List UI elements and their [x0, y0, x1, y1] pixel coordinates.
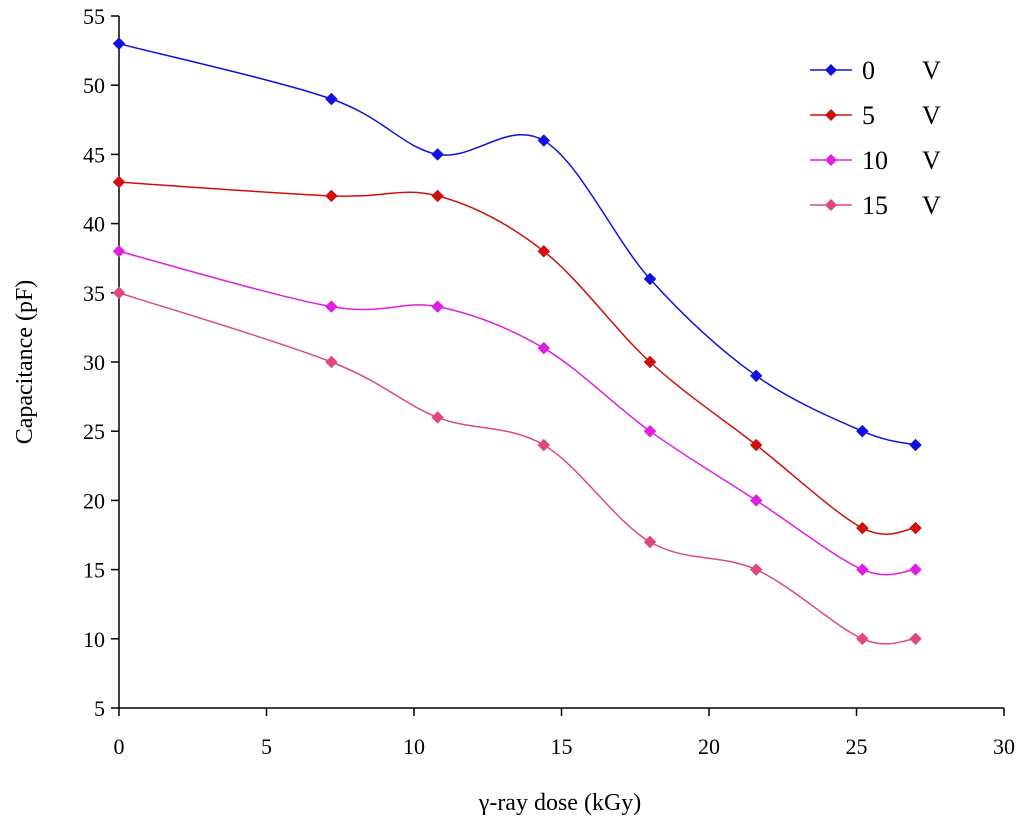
data-point [749, 563, 763, 576]
y-tick-label: 55 [83, 4, 105, 29]
y-tick-label: 40 [83, 212, 105, 237]
y-tick-label: 45 [83, 142, 105, 167]
x-tick-label: 5 [261, 734, 272, 759]
series-line [118, 250, 916, 576]
data-point [325, 92, 338, 106]
legend-marker [825, 199, 837, 211]
data-point [537, 341, 551, 355]
data-point [909, 632, 922, 646]
data-point [643, 355, 657, 369]
y-tick-label: 30 [83, 350, 105, 375]
legend-unit: V [922, 146, 941, 175]
data-point [537, 134, 551, 147]
data-point [112, 175, 126, 189]
legend-label: 10 [862, 146, 888, 175]
data-point [431, 411, 444, 424]
y-tick-label: 20 [83, 488, 105, 513]
legend-label: 5 [862, 101, 875, 130]
data-point [537, 244, 551, 258]
data-point [643, 424, 657, 438]
x-axis-title: γ-ray dose (kGy) [478, 790, 642, 816]
y-ticks: 5 10 15 20 25 30 35 40 45 50 55 [83, 4, 119, 721]
data-point [537, 438, 551, 452]
data-point [749, 438, 763, 452]
legend: 0 V5 V10 V15 V [810, 56, 941, 220]
data-point [856, 563, 869, 576]
x-ticks: 0 5 10 15 20 25 30 [114, 708, 1015, 759]
legend-item: 10 V [810, 146, 941, 175]
data-point [643, 272, 657, 286]
series-0-v [112, 37, 922, 452]
data-point [112, 37, 126, 51]
legend-label: 0 [862, 56, 875, 85]
y-tick-label: 35 [83, 281, 105, 306]
data-point [749, 494, 763, 507]
series-line [118, 181, 916, 535]
y-tick-label: 25 [83, 419, 105, 444]
data-point [909, 521, 922, 535]
legend-unit: V [922, 56, 941, 85]
data-point [325, 355, 338, 369]
data-point [909, 563, 922, 576]
y-tick-label: 50 [83, 73, 105, 98]
data-point [325, 300, 338, 313]
y-tick-label: 15 [83, 558, 105, 583]
data-point [325, 189, 338, 203]
data-point [749, 369, 763, 383]
data-point [909, 438, 922, 452]
y-axis-title: Capacitance (pF) [12, 280, 38, 445]
y-tick-label: 5 [94, 696, 105, 721]
legend-label: 15 [862, 191, 888, 220]
x-tick-label: 20 [698, 734, 720, 759]
data-point [112, 244, 126, 258]
data-point [643, 535, 657, 549]
series-10-v [112, 244, 922, 576]
data-point [856, 424, 869, 438]
x-tick-label: 15 [551, 734, 573, 759]
data-point [431, 189, 444, 203]
x-tick-label: 25 [846, 734, 868, 759]
legend-unit: V [922, 191, 941, 220]
series-15-v [112, 286, 922, 646]
series-layer [112, 37, 922, 646]
x-tick-label: 30 [993, 734, 1015, 759]
data-point [112, 286, 126, 300]
data-point [856, 632, 869, 646]
legend-unit: V [922, 101, 941, 130]
series-line [118, 42, 916, 446]
legend-marker [825, 154, 837, 166]
y-tick-label: 10 [83, 627, 105, 652]
series-5-v [112, 175, 922, 535]
data-point [431, 300, 444, 313]
data-point [431, 148, 444, 161]
data-point [856, 521, 869, 535]
legend-item: 15 V [810, 191, 941, 220]
legend-marker [825, 109, 837, 121]
x-tick-label: 0 [114, 734, 125, 759]
series-line [118, 292, 916, 645]
x-tick-label: 10 [403, 734, 425, 759]
legend-marker [825, 64, 837, 76]
